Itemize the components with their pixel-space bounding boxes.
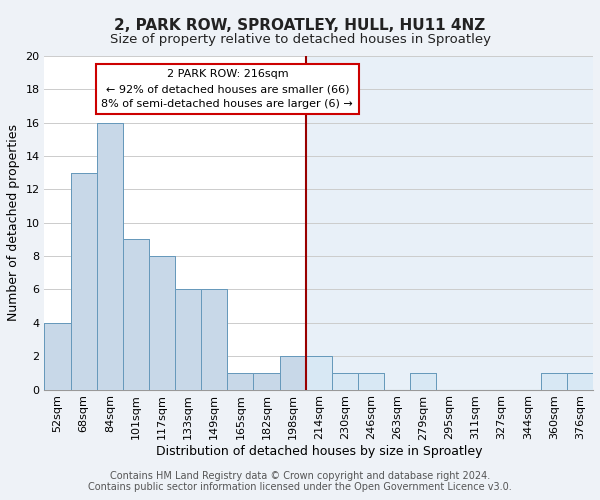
Bar: [541, 373, 567, 390]
Y-axis label: Number of detached properties: Number of detached properties: [7, 124, 20, 321]
Bar: [280, 356, 306, 390]
Bar: [253, 373, 280, 390]
X-axis label: Distribution of detached houses by size in Sproatley: Distribution of detached houses by size …: [155, 445, 482, 458]
Bar: [149, 256, 175, 390]
Text: 2, PARK ROW, SPROATLEY, HULL, HU11 4NZ: 2, PARK ROW, SPROATLEY, HULL, HU11 4NZ: [115, 18, 485, 32]
Text: 2 PARK ROW: 216sqm
← 92% of detached houses are smaller (66)
8% of semi-detached: 2 PARK ROW: 216sqm ← 92% of detached hou…: [101, 70, 353, 109]
Bar: [71, 172, 97, 390]
Bar: [306, 356, 332, 390]
Bar: [97, 122, 123, 390]
Bar: [227, 373, 253, 390]
Bar: [567, 373, 593, 390]
Bar: [201, 290, 227, 390]
Bar: [332, 373, 358, 390]
Bar: [358, 373, 384, 390]
Bar: [44, 323, 71, 390]
Bar: [280, 356, 306, 390]
Bar: [410, 373, 436, 390]
Bar: [410, 373, 436, 390]
Bar: [541, 373, 567, 390]
Bar: [306, 56, 593, 390]
Bar: [201, 290, 227, 390]
Text: Contains public sector information licensed under the Open Government Licence v3: Contains public sector information licen…: [88, 482, 512, 492]
Bar: [358, 373, 384, 390]
Bar: [71, 172, 97, 390]
Bar: [149, 256, 175, 390]
Bar: [306, 356, 332, 390]
Text: Size of property relative to detached houses in Sproatley: Size of property relative to detached ho…: [110, 32, 491, 46]
Bar: [123, 240, 149, 390]
Bar: [253, 373, 280, 390]
Bar: [227, 373, 253, 390]
Bar: [175, 290, 201, 390]
Bar: [44, 323, 71, 390]
Bar: [97, 122, 123, 390]
Bar: [175, 290, 201, 390]
Bar: [332, 373, 358, 390]
Bar: [567, 373, 593, 390]
Text: Contains HM Land Registry data © Crown copyright and database right 2024.: Contains HM Land Registry data © Crown c…: [110, 471, 490, 481]
Bar: [123, 240, 149, 390]
